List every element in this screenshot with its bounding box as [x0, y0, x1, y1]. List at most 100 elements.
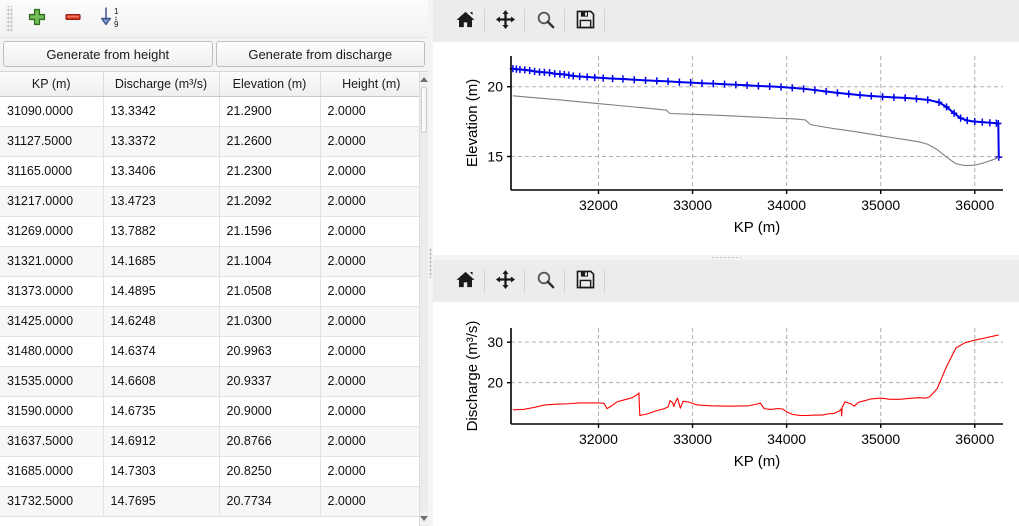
table-cell[interactable]: 2.0000: [320, 366, 419, 397]
table-row[interactable]: 31535.0000 14.6608 20.9337 2.0000: [0, 366, 419, 397]
table-row[interactable]: 31165.0000 13.3406 21.2300 2.0000: [0, 156, 419, 187]
table-cell[interactable]: 2.0000: [320, 216, 419, 247]
table-row[interactable]: 31321.0000 14.1685 21.1004 2.0000: [0, 246, 419, 277]
table-cell[interactable]: 31480.0000: [0, 336, 104, 367]
table-cell[interactable]: 21.0300: [219, 306, 321, 337]
table-row[interactable]: 31269.0000 13.7882 21.1596 2.0000: [0, 216, 419, 247]
column-header-elevation[interactable]: Elevation (m): [219, 72, 321, 97]
table-cell[interactable]: 31425.0000: [0, 306, 104, 337]
table-cell[interactable]: 21.2092: [219, 186, 321, 217]
table-cell[interactable]: 13.3406: [103, 156, 220, 187]
discharge-save-button[interactable]: [564, 264, 605, 298]
table-cell[interactable]: 31127.5000: [0, 126, 104, 157]
table-cell[interactable]: 21.0508: [219, 276, 321, 307]
discharge-plot-canvas[interactable]: 32000 33000 34000 35000 36000 20 30 KP (m) Disch…: [433, 302, 1019, 526]
table-cell[interactable]: 20.8250: [219, 456, 321, 487]
remove-row-button[interactable]: [55, 4, 91, 34]
table-cell[interactable]: 14.6735: [103, 396, 220, 427]
table-cell[interactable]: 31535.0000: [0, 366, 104, 397]
table-row[interactable]: 31373.0000 14.4895 21.0508 2.0000: [0, 276, 419, 307]
scroll-down-arrow-icon[interactable]: [420, 511, 428, 526]
table-cell[interactable]: 14.6248: [103, 306, 220, 337]
vertical-splitter[interactable]: [428, 0, 433, 526]
table-cell[interactable]: 13.4723: [103, 186, 220, 217]
table-row[interactable]: 31732.5000 14.7695 20.7734 2.0000: [0, 486, 419, 517]
table-row[interactable]: 31480.0000 14.6374 20.9963 2.0000: [0, 336, 419, 367]
table-cell[interactable]: 31090.0000: [0, 96, 104, 127]
table-cell[interactable]: 31590.0000: [0, 396, 104, 427]
table-cell[interactable]: 2.0000: [320, 126, 419, 157]
table-cell[interactable]: 20.9963: [219, 336, 321, 367]
table-cell[interactable]: 2.0000: [320, 396, 419, 427]
discharge-home-button[interactable]: [445, 264, 485, 298]
table-cell[interactable]: 21.1004: [219, 246, 321, 277]
table-cell[interactable]: 2.0000: [320, 276, 419, 307]
table-cell[interactable]: 14.1685: [103, 246, 220, 277]
add-row-button[interactable]: [19, 4, 55, 34]
discharge-zoom-button[interactable]: [524, 264, 565, 298]
table-cell[interactable]: 31685.0000: [0, 456, 104, 487]
table-row[interactable]: 31590.0000 14.6735 20.9000 2.0000: [0, 396, 419, 427]
horizontal-splitter[interactable]: [433, 255, 1019, 260]
table-cell[interactable]: 13.3342: [103, 96, 220, 127]
generate-from-height-button[interactable]: Generate from height: [3, 41, 213, 67]
table-cell[interactable]: 14.7303: [103, 456, 220, 487]
column-header-height[interactable]: Height (m): [320, 72, 419, 97]
table-row[interactable]: 31637.5000 14.6912 20.8766 2.0000: [0, 426, 419, 457]
generate-from-discharge-button[interactable]: Generate from discharge: [215, 41, 425, 67]
table-row[interactable]: 31425.0000 14.6248 21.0300 2.0000: [0, 306, 419, 337]
elevation-plot-canvas[interactable]: 32000 33000 34000 35000 36000 15 20 KP (m) Eleva…: [433, 42, 1019, 255]
scrollbar-thumb[interactable]: [421, 87, 427, 133]
table-cell[interactable]: 31373.0000: [0, 276, 104, 307]
table-cell[interactable]: 14.6374: [103, 336, 220, 367]
table-cell[interactable]: 31217.0000: [0, 186, 104, 217]
column-header-discharge[interactable]: Discharge (m³/s): [103, 72, 220, 97]
elevation-pan-button[interactable]: [484, 4, 525, 38]
table-cell[interactable]: 20.7734: [219, 486, 321, 517]
table-cell[interactable]: 2.0000: [320, 246, 419, 277]
table-cell[interactable]: 31732.5000: [0, 486, 104, 517]
table-row[interactable]: 31685.0000 14.7303 20.8250 2.0000: [0, 456, 419, 487]
table-cell[interactable]: 31637.5000: [0, 426, 104, 457]
elevation-home-button[interactable]: [445, 4, 485, 38]
table-cell[interactable]: 2.0000: [320, 186, 419, 217]
table-vertical-scrollbar[interactable]: [419, 72, 428, 526]
table-cell[interactable]: 2.0000: [320, 336, 419, 367]
table-cell[interactable]: 14.6912: [103, 426, 220, 457]
table-row[interactable]: 31217.0000 13.4723 21.2092 2.0000: [0, 186, 419, 217]
table-cell[interactable]: 20.9337: [219, 366, 321, 397]
table-row[interactable]: 31127.5000 13.3372 21.2600 2.0000: [0, 126, 419, 157]
table-cell[interactable]: 21.2900: [219, 96, 321, 127]
scroll-up-arrow-icon[interactable]: [420, 72, 428, 87]
table-cell[interactable]: 2.0000: [320, 96, 419, 127]
elevation-plot-toolbar: [433, 0, 1019, 42]
table-cell[interactable]: 20.9000: [219, 396, 321, 427]
table-cell[interactable]: 2.0000: [320, 306, 419, 337]
column-header-kp[interactable]: KP (m): [0, 72, 104, 97]
table-cell[interactable]: 21.2600: [219, 126, 321, 157]
table-cell[interactable]: 21.1596: [219, 216, 321, 247]
table-cell[interactable]: 13.3372: [103, 126, 220, 157]
table-cell[interactable]: 31321.0000: [0, 246, 104, 277]
table-cell[interactable]: 21.2300: [219, 156, 321, 187]
table-cell[interactable]: 2.0000: [320, 156, 419, 187]
table-cell[interactable]: 2.0000: [320, 426, 419, 457]
table-cell[interactable]: 31165.0000: [0, 156, 104, 187]
table-cell[interactable]: 20.8766: [219, 426, 321, 457]
sort-descending-button[interactable]: 1 9: [91, 4, 131, 34]
table-row[interactable]: 31090.0000 13.3342 21.2900 2.0000: [0, 96, 419, 127]
toolbar-drag-handle[interactable]: [6, 5, 13, 32]
series-marker: [583, 73, 591, 81]
table-cell[interactable]: 31269.0000: [0, 216, 104, 247]
scrollbar-track[interactable]: [420, 87, 428, 511]
data-table-viewport[interactable]: KP (m) Discharge (m³/s) Elevation (m) He…: [0, 72, 419, 526]
table-cell[interactable]: 14.6608: [103, 366, 220, 397]
discharge-pan-button[interactable]: [484, 264, 525, 298]
table-cell[interactable]: 14.4895: [103, 276, 220, 307]
table-cell[interactable]: 2.0000: [320, 456, 419, 487]
table-cell[interactable]: 2.0000: [320, 486, 419, 517]
elevation-zoom-button[interactable]: [524, 4, 565, 38]
table-cell[interactable]: 13.7882: [103, 216, 220, 247]
elevation-save-button[interactable]: [564, 4, 605, 38]
table-cell[interactable]: 14.7695: [103, 486, 220, 517]
